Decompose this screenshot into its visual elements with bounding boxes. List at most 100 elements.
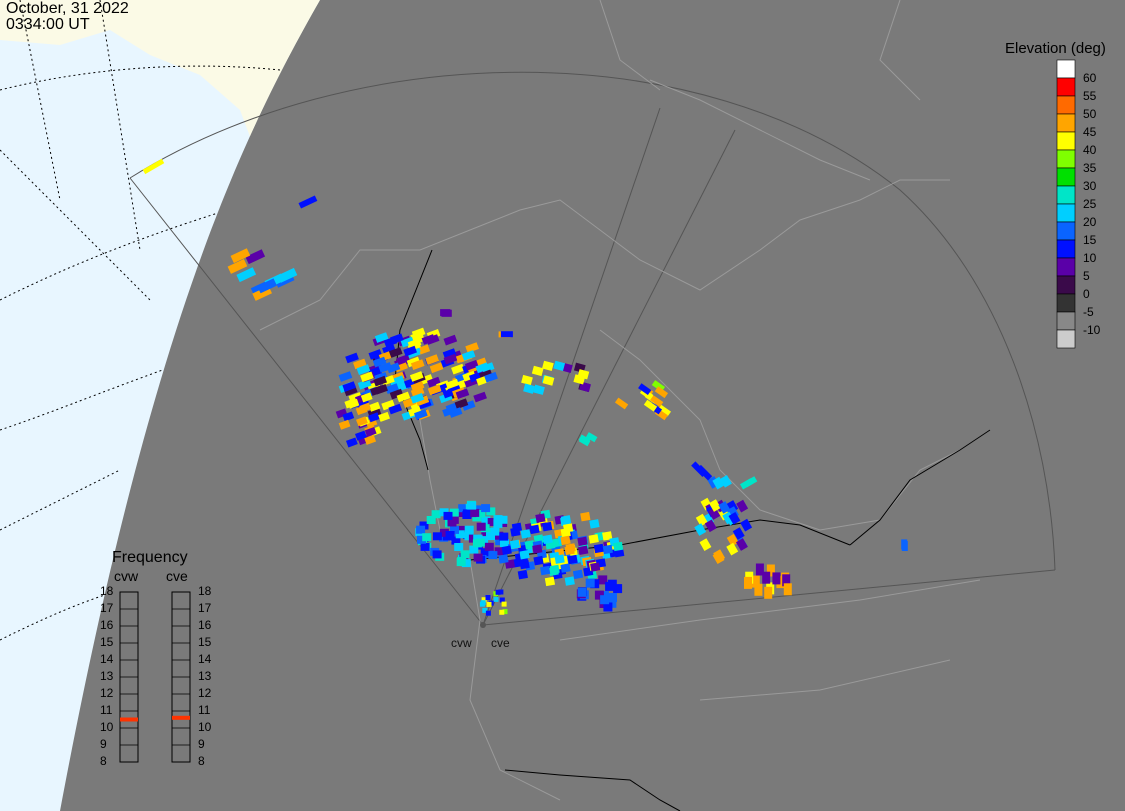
frequency-tick-label: 17 (198, 601, 212, 615)
radar-cell (481, 516, 491, 525)
radar-cell (577, 587, 587, 597)
radar-cell (360, 392, 373, 403)
radar-cell (419, 521, 429, 530)
colorbar-swatch (1056, 149, 1076, 169)
radar-cell (542, 360, 554, 372)
frequency-bars (119, 591, 191, 763)
frequency-tick-label: 16 (198, 618, 212, 632)
radar-cell (431, 510, 441, 519)
radar-cell (378, 362, 393, 373)
radar-cell (643, 399, 658, 412)
radar-cell (500, 331, 513, 338)
radar-cell (573, 374, 586, 385)
radar-cell (475, 362, 490, 374)
radar-cell (372, 356, 387, 368)
radar-cell (451, 536, 461, 545)
radar-cell (373, 375, 387, 387)
radar-cell (442, 406, 456, 417)
radar-cell (782, 574, 791, 587)
radar-cell (439, 528, 449, 537)
radar-cell (602, 531, 613, 541)
radar-cell (553, 360, 566, 372)
radar-cell (499, 532, 509, 541)
radar-cell (564, 545, 575, 556)
radar-cell (657, 404, 672, 417)
radar-cell (560, 515, 572, 525)
radar-cell (542, 534, 553, 544)
radar-cell (455, 530, 465, 539)
radar-cell (476, 522, 486, 531)
radar-cell (532, 544, 543, 554)
radar-cell (751, 575, 760, 588)
radar-cell (495, 537, 505, 546)
radar-cell (482, 607, 488, 613)
radar-cell (762, 571, 771, 584)
frequency-tick-label: 12 (100, 686, 114, 700)
radar-cell (462, 509, 472, 518)
radar-cell (523, 383, 535, 394)
radar-cell (449, 508, 459, 517)
radar-cell (442, 348, 457, 359)
radar-cell (410, 392, 425, 404)
radar-cell (443, 334, 458, 346)
radar-cell (572, 569, 584, 580)
radar-cell (605, 581, 615, 591)
radar-cell (388, 347, 403, 358)
colorbar-swatch (1056, 131, 1076, 151)
radar-cell (381, 399, 395, 411)
radar-cell (432, 532, 442, 541)
radar-cell (535, 513, 546, 523)
radar-cell (356, 364, 371, 375)
colorbar-swatch (1056, 221, 1076, 241)
colorbar-swatch (1056, 59, 1076, 79)
radar-cell (364, 426, 377, 437)
radar-cell (590, 562, 601, 572)
radar-cell (486, 507, 496, 516)
radar-cell (469, 545, 479, 554)
radar-cell (560, 535, 571, 546)
radar-cell (614, 397, 629, 410)
frequency-tick-label: 11 (100, 703, 113, 717)
colorbar-tick-label: 55 (1083, 89, 1097, 103)
radar-cell (382, 344, 396, 355)
radar-cell (385, 383, 399, 394)
radar-cell (342, 411, 355, 422)
frequency-tick-label: 10 (198, 720, 212, 734)
radar-cell (600, 595, 610, 605)
radar-cell (470, 508, 480, 517)
radar-cell (580, 511, 591, 522)
radar-cell (498, 554, 509, 564)
colorbar-tick-label: 0 (1083, 287, 1090, 301)
radar-cell (691, 461, 707, 477)
radar-cell (443, 511, 453, 520)
radar-cell (493, 596, 499, 602)
radar-cell (531, 365, 544, 377)
radar-cell (445, 378, 460, 390)
radar-cell (338, 371, 353, 382)
radar-cell (502, 609, 508, 615)
radar-cell (410, 381, 425, 392)
colorbar-tick-label: 40 (1083, 143, 1097, 157)
colorbar-tick-label: 5 (1083, 269, 1090, 283)
radar-cell (355, 430, 367, 441)
radar-cell (704, 519, 717, 533)
frequency-tick-label: 14 (198, 652, 212, 666)
radar-cell (227, 258, 248, 274)
colorbar-tick-label: -5 (1083, 305, 1094, 319)
radar-cell (476, 509, 486, 518)
colorbar-swatch (1056, 77, 1076, 97)
frequency-tick-label: 12 (198, 686, 212, 700)
radar-cell (473, 553, 483, 562)
radar-cell (764, 586, 773, 599)
daylight-land (0, 0, 320, 150)
radar-cell (517, 569, 528, 580)
radar-cell (408, 406, 422, 417)
radar-cell (374, 332, 389, 343)
radar-cell (441, 309, 452, 317)
frequency-indicator (120, 717, 138, 722)
radar-cell (718, 501, 731, 514)
radar-cell (520, 529, 531, 539)
radar-cell (519, 559, 530, 570)
radar-cell (524, 540, 535, 550)
